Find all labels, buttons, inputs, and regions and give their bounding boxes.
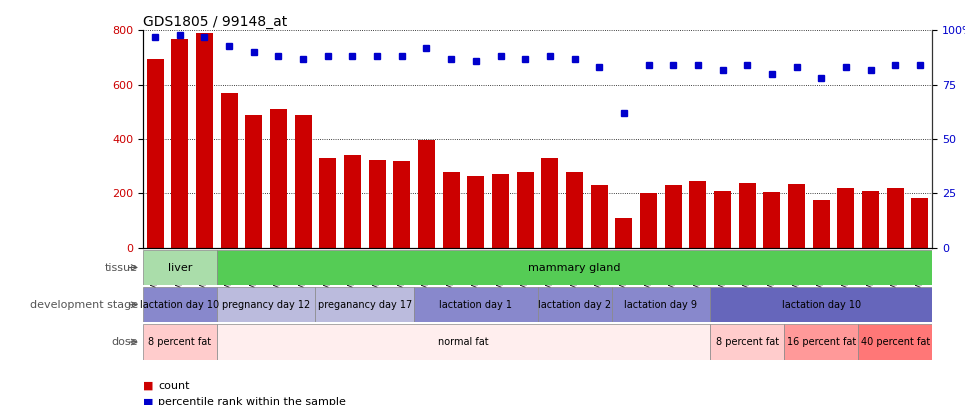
Bar [147, 59, 164, 248]
Bar [763, 192, 781, 248]
Text: development stage: development stage [30, 300, 138, 310]
Bar [785, 324, 858, 360]
Bar [196, 33, 213, 248]
Text: mammary gland: mammary gland [528, 262, 620, 273]
Text: liver: liver [168, 262, 192, 273]
Text: 16 percent fat: 16 percent fat [786, 337, 856, 347]
Bar [418, 141, 435, 248]
Bar [813, 200, 830, 248]
Text: preganancy day 17: preganancy day 17 [317, 300, 412, 310]
Bar [245, 115, 262, 248]
Text: pregnancy day 12: pregnancy day 12 [222, 300, 311, 310]
Bar [665, 185, 682, 248]
Bar [862, 191, 879, 248]
Bar [591, 185, 608, 248]
Bar [443, 172, 459, 248]
Text: 8 percent fat: 8 percent fat [716, 337, 779, 347]
Bar [393, 161, 410, 248]
Text: tissue: tissue [105, 262, 138, 273]
Bar [640, 194, 657, 248]
Bar [143, 287, 217, 322]
Text: lactation day 2: lactation day 2 [538, 300, 611, 310]
Bar [221, 93, 237, 248]
Bar [369, 160, 386, 248]
Bar [541, 158, 559, 248]
Text: dose: dose [112, 337, 138, 347]
Bar [689, 181, 706, 248]
Bar [787, 184, 805, 248]
Bar [616, 218, 632, 248]
Bar [294, 115, 312, 248]
Bar [467, 176, 484, 248]
Bar [217, 287, 316, 322]
Bar [858, 324, 932, 360]
Bar [538, 287, 612, 322]
Bar [738, 183, 756, 248]
Bar [710, 287, 932, 322]
Text: lactation day 9: lactation day 9 [624, 300, 698, 310]
Bar [492, 175, 510, 248]
Text: count: count [158, 381, 190, 391]
Bar [838, 188, 854, 248]
Bar [612, 287, 710, 322]
Bar [316, 287, 414, 322]
Bar [344, 156, 361, 248]
Bar [171, 38, 188, 248]
Text: lactation day 10: lactation day 10 [140, 300, 219, 310]
Text: percentile rank within the sample: percentile rank within the sample [158, 397, 346, 405]
Text: ■: ■ [143, 397, 153, 405]
Bar [516, 172, 534, 248]
Text: normal fat: normal fat [438, 337, 489, 347]
Bar [143, 250, 217, 285]
Text: GDS1805 / 99148_at: GDS1805 / 99148_at [143, 15, 287, 29]
Bar [217, 324, 710, 360]
Text: lactation day 1: lactation day 1 [439, 300, 512, 310]
Bar [143, 324, 217, 360]
Text: 8 percent fat: 8 percent fat [149, 337, 211, 347]
Bar [319, 158, 337, 248]
Text: ■: ■ [143, 381, 153, 391]
Text: lactation day 10: lactation day 10 [782, 300, 861, 310]
Bar [710, 324, 785, 360]
Bar [565, 172, 583, 248]
Bar [270, 109, 288, 248]
Bar [911, 198, 928, 248]
Bar [414, 287, 538, 322]
Bar [887, 188, 904, 248]
Text: 40 percent fat: 40 percent fat [861, 337, 930, 347]
Bar [714, 191, 731, 248]
